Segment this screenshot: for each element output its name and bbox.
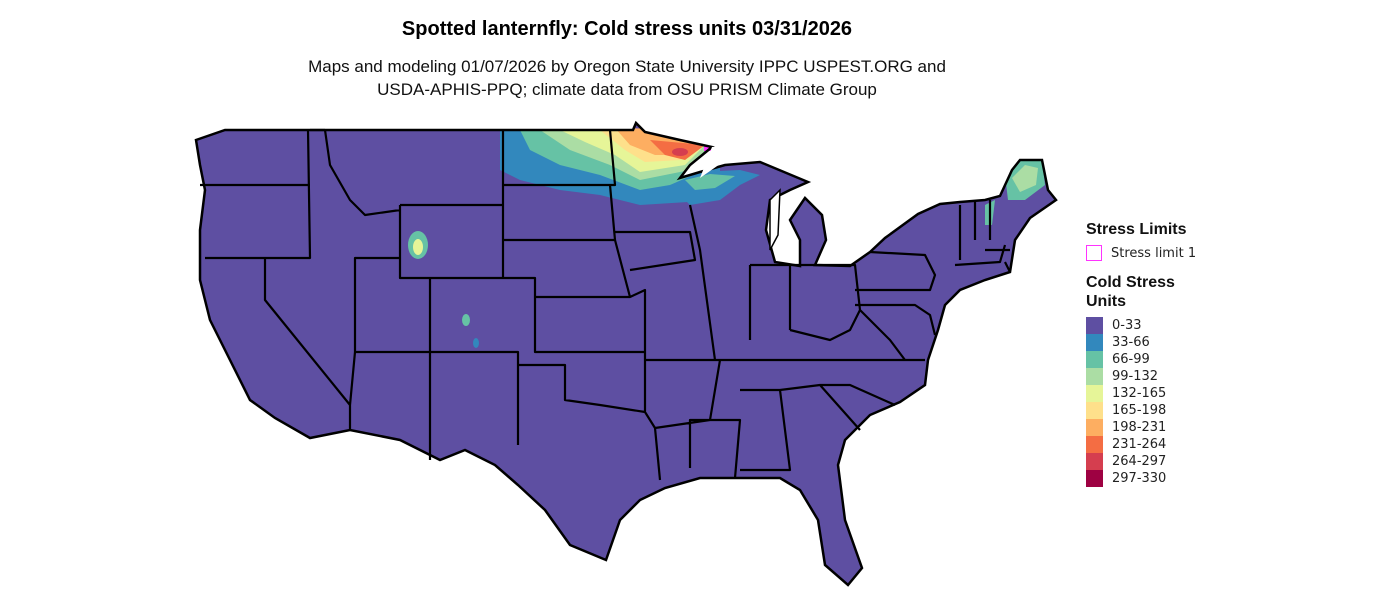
legend-swatch [1086, 453, 1103, 470]
cold-stress-66-99-co [462, 314, 470, 326]
legend-item: 264-297 [1086, 453, 1196, 470]
legend-label: 132-165 [1112, 386, 1167, 401]
legend-label: 198-231 [1112, 420, 1167, 435]
legend-label: 297-330 [1112, 471, 1167, 486]
cold-stress-99-132-me [1012, 165, 1038, 192]
legend-item: 66-99 [1086, 351, 1196, 368]
legend-swatch [1086, 351, 1103, 368]
legend: Stress Limits Stress limit 1 Cold Stress… [1086, 220, 1196, 487]
legend-swatch [1086, 470, 1103, 487]
legend-swatch [1086, 419, 1103, 436]
state-boundaries [200, 128, 1011, 481]
legend-label: 165-198 [1112, 403, 1167, 418]
lake-superior [700, 145, 740, 178]
legend-items: 0-33 33-66 66-99 99-132 132-165 165-198 198-23… [1086, 317, 1196, 487]
cold-stress-units-title: Cold Stress Units [1086, 274, 1175, 310]
subtitle-line-1: Maps and modeling 01/07/2026 by Oregon S… [308, 57, 946, 76]
cold-stress-132-165-wy [413, 239, 423, 255]
stress-limit-label: Stress limit 1 [1111, 245, 1197, 261]
stress-limit-1-area [704, 146, 712, 151]
legend-label: 0-33 [1112, 318, 1142, 333]
cold-stress-66-99-wi [685, 174, 735, 190]
legend-swatch [1086, 334, 1103, 351]
legend-item: 231-264 [1086, 436, 1196, 453]
legend-swatch [1086, 436, 1103, 453]
legend-item: 132-165 [1086, 385, 1196, 402]
stress-limit-swatch [1086, 245, 1102, 261]
legend-item: 99-132 [1086, 368, 1196, 385]
legend-item: 0-33 [1086, 317, 1196, 334]
legend-label: 264-297 [1112, 454, 1167, 469]
cold-stress-264-297 [672, 148, 688, 156]
legend-swatch [1086, 368, 1103, 385]
legend-item: 198-231 [1086, 419, 1196, 436]
legend-item: 297-330 [1086, 470, 1196, 487]
legend-stress-limit-1: Stress limit 1 [1086, 245, 1196, 261]
legend-label: 33-66 [1112, 335, 1150, 350]
legend-item: 165-198 [1086, 402, 1196, 419]
legend-label: 66-99 [1112, 352, 1150, 367]
cold-stress-33-66-co [473, 338, 479, 348]
legend-item: 33-66 [1086, 334, 1196, 351]
legend-label: 99-132 [1112, 369, 1159, 384]
stress-limits-title: Stress Limits [1086, 221, 1187, 238]
map-title: Spotted lanternfly: Cold stress units 03… [401, 18, 853, 40]
legend-swatch [1086, 402, 1103, 419]
lake-michigan [769, 188, 781, 251]
legend-swatch [1086, 385, 1103, 402]
subtitle-line-2: USDA-APHIS-PPQ; climate data from OSU PR… [377, 80, 877, 99]
map-subtitle: Maps and modeling 01/07/2026 by Oregon S… [0, 55, 1254, 101]
legend-label: 231-264 [1112, 437, 1167, 452]
legend-swatch [1086, 317, 1103, 334]
